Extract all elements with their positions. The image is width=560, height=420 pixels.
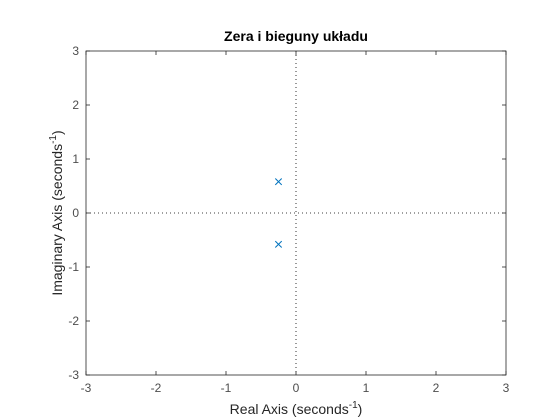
x-axis-label-close: )	[358, 401, 363, 417]
x-tick-label: 2	[433, 381, 440, 395]
x-axis-label-main: Real Axis (seconds	[230, 401, 349, 417]
x-tick-label: 3	[503, 381, 510, 395]
x-tick-label: 0	[293, 381, 300, 395]
y-axis-label-close: )	[49, 130, 65, 135]
y-tick-label: 3	[72, 44, 79, 58]
x-tick-label: -1	[221, 381, 232, 395]
y-axis-label-main: Imaginary Axis (seconds	[49, 144, 65, 296]
y-tick-label: 2	[72, 98, 79, 112]
x-tick-label: 1	[363, 381, 370, 395]
y-tick-label: 1	[72, 152, 79, 166]
chart-title: Zera i bieguny układu	[224, 28, 368, 44]
y-axis-label: Imaginary Axis (seconds-1)	[48, 130, 65, 295]
x-tick-label: -2	[151, 381, 162, 395]
x-tick-label: -3	[81, 381, 92, 395]
y-tick-label: -2	[68, 314, 79, 328]
y-tick-label: -3	[68, 368, 79, 382]
y-tick-label: -1	[68, 260, 79, 274]
x-axis-label: Real Axis (seconds-1)	[230, 400, 363, 417]
y-tick-label: 0	[72, 206, 79, 220]
